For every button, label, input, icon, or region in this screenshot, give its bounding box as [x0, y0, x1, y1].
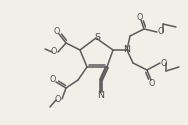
Text: N: N [124, 44, 130, 54]
Text: O: O [50, 74, 56, 84]
Text: O: O [55, 96, 61, 104]
Text: O: O [158, 26, 164, 36]
Text: O: O [149, 78, 155, 88]
Text: O: O [51, 48, 57, 56]
Text: O: O [54, 26, 60, 36]
Text: N: N [98, 92, 105, 100]
Text: O: O [137, 12, 143, 22]
Text: O: O [161, 58, 167, 68]
Text: S: S [94, 32, 100, 42]
